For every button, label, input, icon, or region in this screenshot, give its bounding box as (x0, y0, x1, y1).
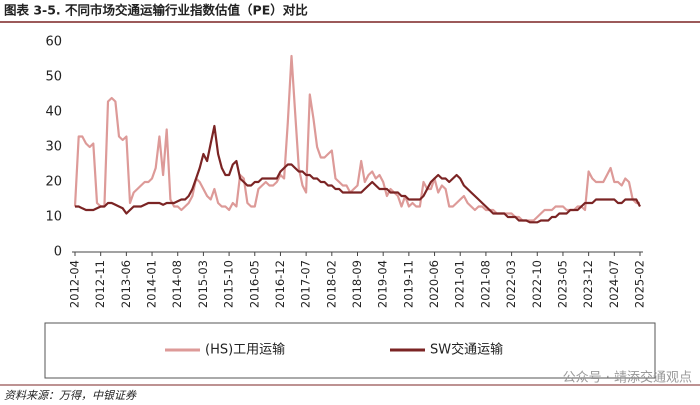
series-line (75, 124, 641, 224)
x-tick-label: 2023-05 (555, 260, 569, 308)
x-tick-label: 2019-11 (401, 260, 415, 308)
y-tick-label: 40 (45, 105, 62, 120)
x-tick-label: 2013-06 (119, 260, 133, 308)
series-line (73, 54, 640, 222)
x-tick-label: 2012-04 (68, 260, 82, 308)
x-tick-label: 2018-02 (324, 260, 338, 308)
legend-box (44, 322, 656, 379)
watermark: 公众号 · 靖添交通观点 (563, 370, 692, 386)
x-tick-label: 2022-10 (530, 260, 544, 308)
x-tick-label: 2020-06 (427, 260, 441, 308)
x-tick-label: 2014-01 (145, 260, 159, 308)
x-tick-label: 2019-04 (376, 260, 390, 308)
y-tick-label: 30 (45, 140, 62, 155)
x-tick-label: 2021-08 (478, 260, 492, 308)
x-tick-label: 2025-02 (633, 260, 647, 308)
y-tick-label: 10 (45, 210, 62, 225)
x-tick-label: 2016-05 (247, 260, 261, 308)
x-tick-label: 2023-12 (581, 260, 595, 308)
x-tick-label: 2014-08 (170, 260, 184, 308)
x-tick-label: 2015-10 (222, 260, 236, 308)
x-tick-label: 2012-11 (93, 260, 107, 308)
source: 资料来源：万得，中银证券 (4, 389, 137, 402)
y-tick-label: 60 (45, 35, 62, 50)
x-tick-label: 2021-01 (453, 260, 467, 308)
legend-label: (HS)工用运输 (205, 342, 285, 358)
y-tick-label: 50 (45, 70, 62, 85)
y-tick-label: 0 (54, 245, 62, 260)
x-tick-label: 2022-03 (504, 260, 518, 308)
x-tick-label: 2017-07 (299, 260, 313, 308)
legend-label: SW交通运输 (430, 342, 503, 358)
x-tick-label: 2016-12 (273, 260, 287, 308)
x-tick-label: 2018-09 (350, 260, 364, 308)
chart-title: 图表 3-5. 不同市场交通运输行业指数估值（PE）对比 (4, 3, 308, 18)
x-tick-label: 2024-07 (607, 260, 621, 308)
y-tick-label: 20 (45, 175, 62, 190)
x-tick-label: 2015-03 (196, 260, 210, 308)
